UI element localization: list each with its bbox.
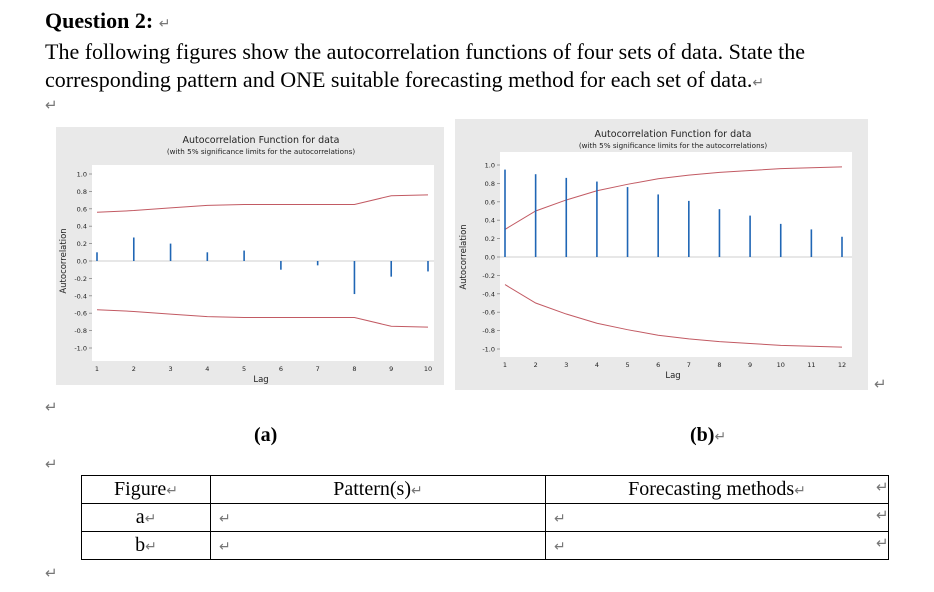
y-tick-label: 0.0: [77, 258, 87, 266]
x-axis-label: Lag: [665, 371, 680, 381]
x-tick-label: 5: [242, 365, 246, 373]
header-methods: Forecasting methods↵: [545, 475, 889, 504]
y-tick-label: 0.2: [77, 240, 87, 248]
y-tick-label: 0.8: [77, 188, 87, 196]
plot-area: [500, 152, 852, 357]
table-row: b↵ ↵ ↵: [81, 531, 889, 560]
question-text: The following figures show the autocorre…: [45, 39, 806, 92]
x-tick-label: 3: [168, 365, 172, 373]
x-tick-label: 3: [564, 361, 568, 369]
cell-figure: b↵: [81, 531, 211, 560]
paragraph-mark: ↵: [45, 96, 58, 114]
header-patterns: Pattern(s)↵: [210, 475, 546, 504]
x-tick-label: 5: [625, 361, 629, 369]
paragraph-mark: ↵: [45, 564, 58, 582]
chart-subtitle: (with 5% significance limits for the aut…: [579, 141, 768, 150]
x-tick-label: 12: [838, 361, 846, 369]
x-tick-label: 10: [424, 365, 432, 373]
x-tick-label: 11: [807, 361, 815, 369]
question-title: Question 2: ↵: [45, 8, 171, 33]
paragraph-mark: ↵: [874, 375, 887, 393]
chart-title: Autocorrelation Function for data: [595, 129, 752, 140]
y-tick-label: -0.4: [74, 292, 87, 300]
x-tick-label: 7: [687, 361, 691, 369]
cell-pattern[interactable]: ↵: [210, 531, 546, 560]
paragraph-mark: ↵: [45, 455, 58, 473]
y-tick-label: -1.0: [482, 346, 495, 354]
y-tick-label: -0.6: [74, 310, 87, 318]
y-tick-label: 1.0: [77, 171, 87, 179]
caption-b: (b)↵: [690, 424, 727, 446]
table-row: a↵ ↵ ↵: [81, 503, 889, 532]
x-tick-label: 9: [389, 365, 393, 373]
paragraph-mark: ↵: [876, 478, 889, 496]
header-figure: Figure↵: [81, 475, 211, 504]
x-tick-label: 4: [205, 365, 209, 373]
answer-table: Figure↵ Pattern(s)↵ Forecasting methods↵…: [81, 475, 889, 560]
y-tick-label: -1.0: [74, 345, 87, 353]
chart-subtitle: (with 5% significance limits for the aut…: [167, 147, 356, 156]
y-tick-label: 0.0: [485, 254, 495, 262]
x-tick-label: 10: [777, 361, 785, 369]
upper-significance-limit: [504, 166, 843, 230]
y-tick-label: 0.2: [485, 235, 495, 243]
y-tick-label: -0.8: [74, 327, 87, 335]
y-tick-label: -0.8: [482, 327, 495, 335]
paragraph-mark: ↵: [45, 398, 58, 416]
paragraph-mark: ↵: [876, 534, 889, 552]
y-tick-label: 0.6: [77, 205, 87, 213]
y-tick-label: -0.4: [482, 290, 495, 298]
chart-a: Autocorrelation Function for data (with 5…: [56, 127, 444, 385]
x-tick-label: 4: [595, 361, 599, 369]
x-tick-label: 7: [316, 365, 320, 373]
y-tick-label: 0.4: [485, 217, 495, 225]
x-tick-label: 8: [352, 365, 356, 373]
chart-title: Autocorrelation Function for data: [183, 135, 340, 146]
lower-significance-limit: [96, 309, 429, 328]
x-tick-label: 6: [656, 361, 660, 369]
x-tick-label: 2: [132, 365, 136, 373]
x-tick-label: 1: [503, 361, 507, 369]
x-tick-label: 1: [95, 365, 99, 373]
y-tick-label: -0.6: [482, 309, 495, 317]
x-tick-label: 8: [717, 361, 721, 369]
lower-significance-limit: [504, 284, 843, 348]
y-tick-label: 0.6: [485, 198, 495, 206]
acf-chart-a: Autocorrelation Function for data(with 5…: [59, 135, 434, 385]
caption-a: (a): [254, 424, 278, 446]
chart-b: Autocorrelation Function for data (with 5…: [455, 119, 868, 390]
y-axis-label: Autocorrelation: [459, 224, 469, 289]
y-tick-label: -0.2: [482, 272, 495, 280]
plot-area: [92, 165, 434, 361]
upper-significance-limit: [96, 194, 429, 213]
cell-method[interactable]: ↵: [545, 531, 889, 560]
y-axis-label: Autocorrelation: [59, 228, 69, 293]
y-tick-label: 0.4: [77, 223, 87, 231]
x-axis-label: Lag: [253, 375, 268, 385]
x-tick-label: 2: [534, 361, 538, 369]
paragraph-mark: ↵: [876, 506, 889, 524]
cell-method[interactable]: ↵: [545, 503, 889, 532]
y-tick-label: -0.2: [74, 275, 87, 283]
x-tick-label: 9: [748, 361, 752, 369]
cell-pattern[interactable]: ↵: [210, 503, 546, 532]
y-tick-label: 1.0: [485, 162, 495, 170]
y-tick-label: 0.8: [485, 180, 495, 188]
table-header-row: Figure↵ Pattern(s)↵ Forecasting methods↵: [81, 475, 889, 504]
cell-figure: a↵: [81, 503, 211, 532]
acf-chart-b: Autocorrelation Function for data(with 5…: [459, 129, 852, 381]
x-tick-label: 6: [279, 365, 283, 373]
